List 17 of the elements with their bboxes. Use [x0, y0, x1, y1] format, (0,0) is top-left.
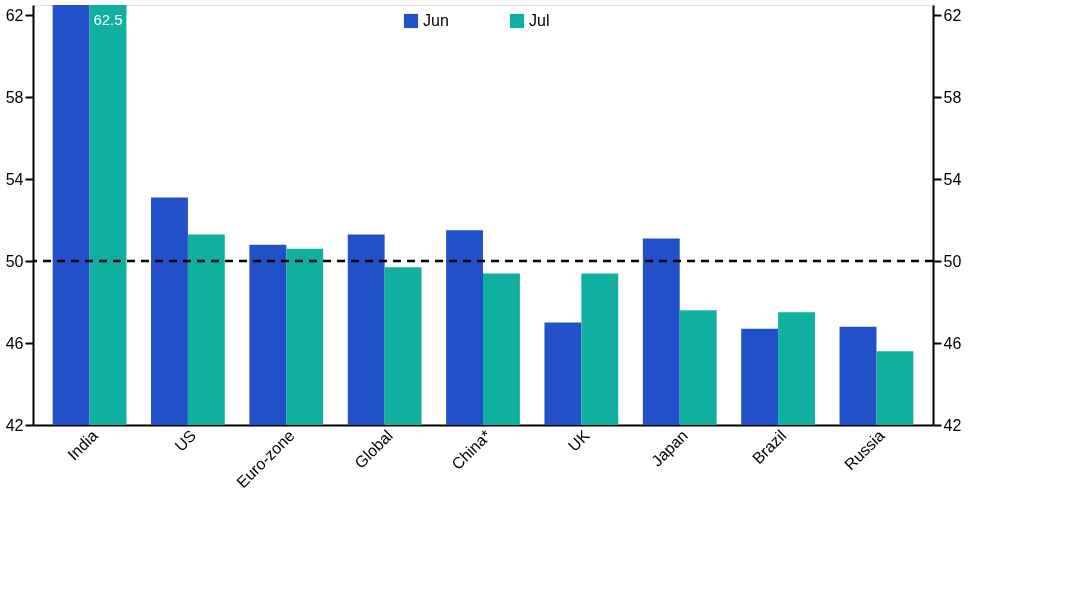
- y2-tick-label: 42: [943, 416, 962, 434]
- legend-label: Jul: [529, 12, 550, 29]
- x-tick-label: US: [171, 426, 200, 455]
- y-tick-label: 62: [5, 6, 24, 24]
- y2-tick-label: 58: [943, 88, 962, 106]
- y-tick-label: 50: [5, 252, 24, 270]
- y-tick-label: 42: [5, 416, 24, 434]
- y-tick-label: 54: [5, 170, 24, 188]
- data-label: 62.5: [93, 11, 123, 28]
- y2-tick-label: 46: [943, 334, 962, 352]
- y2-tick-label: 54: [943, 170, 962, 188]
- legend-label: Jun: [423, 12, 449, 29]
- y-tick-label: 46: [5, 334, 24, 352]
- x-tick-label: UK: [564, 426, 593, 455]
- y-tick-label: 58: [5, 88, 24, 106]
- y2-tick-label: 50: [943, 252, 962, 270]
- y2-tick-label: 62: [943, 6, 962, 24]
